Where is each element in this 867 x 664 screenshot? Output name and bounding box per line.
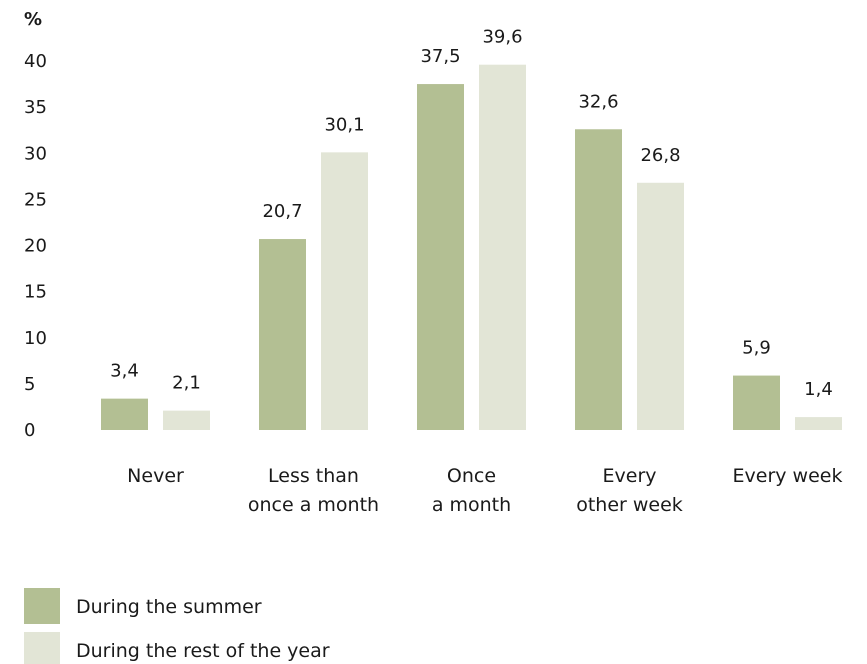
x-category-label: Every other week [576, 465, 683, 516]
y-tick-label: 0 [24, 420, 35, 441]
y-tick-label: 10 [24, 328, 47, 349]
y-tick-label: 35 [24, 97, 47, 118]
legend-label: During the rest of the year [76, 640, 330, 662]
bar-rest-of-year [795, 417, 842, 430]
bar-rest-of-year [321, 152, 368, 430]
bar-value-label: 30,1 [324, 114, 364, 135]
x-axis-category-labels: Never Less than once a month Once a month Eve… [127, 465, 842, 516]
bar-rest-of-year [479, 64, 526, 430]
y-axis-ticks: 0 5 10 15 20 25 30 35 40 [24, 51, 47, 441]
legend-swatch [24, 588, 60, 624]
bar-value-label: 5,9 [742, 338, 771, 359]
y-axis-unit-label: % [24, 9, 42, 30]
bar-rest-of-year [637, 182, 684, 430]
y-tick-label: 30 [24, 143, 47, 164]
bar-summer [101, 398, 148, 430]
bar-value-label: 26,8 [640, 145, 680, 166]
x-category-label: Once a month [432, 465, 511, 516]
bar-value-label: 39,6 [482, 27, 522, 48]
y-tick-label: 25 [24, 189, 47, 210]
bar-summer [733, 375, 780, 430]
legend-label: During the summer [76, 596, 262, 618]
y-tick-label: 40 [24, 51, 47, 72]
bar-summer [575, 129, 622, 430]
legend: During the summer During the rest of the … [24, 588, 330, 664]
x-category-label: Every week [733, 465, 843, 487]
x-category-label: Never [127, 465, 184, 487]
bar-value-label: 20,7 [262, 201, 302, 222]
legend-swatch [24, 632, 60, 664]
y-tick-label: 20 [24, 236, 47, 257]
bar-value-label: 37,5 [420, 46, 460, 67]
x-category-label: Less than once a month [248, 465, 379, 516]
bar-summer [417, 84, 464, 430]
bar-value-label: 3,4 [110, 361, 139, 382]
bar-value-label: 2,1 [172, 373, 201, 394]
y-tick-label: 15 [24, 282, 47, 303]
bar-rest-of-year [163, 410, 210, 430]
bar-summer [259, 239, 306, 430]
data-labels: 3,4 20,7 37,5 32,6 5,9 2,1 30,1 39,6 26,8 1,4 [110, 27, 833, 400]
bars [101, 64, 842, 430]
y-tick-label: 5 [24, 374, 35, 395]
bar-value-label: 32,6 [578, 91, 618, 112]
bar-value-label: 1,4 [804, 379, 833, 400]
